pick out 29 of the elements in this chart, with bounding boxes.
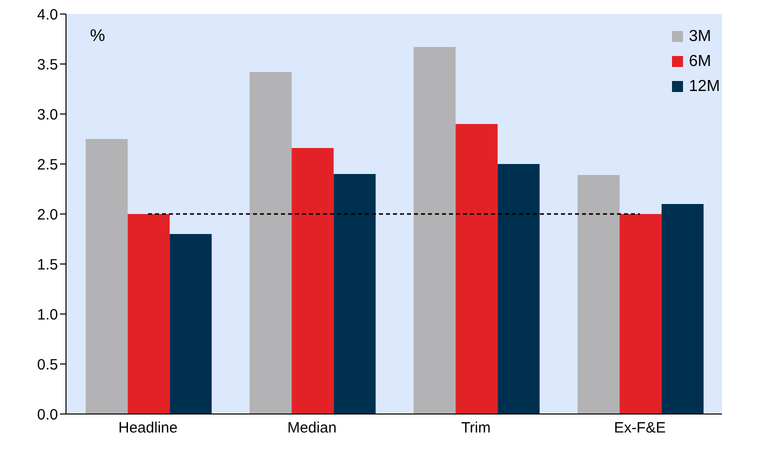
bar — [620, 214, 662, 414]
x-tick-label: Ex-F&E — [614, 420, 666, 437]
y-tick-label: 2.0 — [37, 206, 58, 224]
bar — [250, 72, 292, 414]
legend-label: 6M — [688, 52, 712, 72]
bar — [414, 47, 456, 414]
y-tick-label: 3.5 — [37, 56, 58, 74]
bar — [578, 175, 620, 414]
y-tick-label: 0.5 — [37, 356, 58, 374]
annotation: % — [90, 26, 106, 46]
x-tick-label: Median — [287, 420, 337, 437]
bar — [456, 124, 498, 414]
y-tick-label: 0.0 — [37, 406, 58, 424]
y-tick-label: 1.0 — [37, 306, 58, 324]
bar — [170, 234, 212, 414]
x-tick-label: Headline — [118, 420, 178, 437]
y-tick-label: 2.5 — [37, 156, 58, 174]
y-tick-label: 1.5 — [37, 256, 58, 274]
y-tick-label: 4.0 — [37, 6, 58, 24]
bar — [498, 164, 540, 414]
bar — [128, 214, 170, 414]
y-tick-label: 3.0 — [37, 106, 58, 124]
bar — [334, 174, 376, 414]
x-tick-label: Trim — [461, 420, 491, 437]
bar — [292, 148, 334, 414]
bar — [662, 204, 704, 414]
legend-label: 12M — [688, 77, 720, 97]
bar — [86, 139, 128, 414]
legend-label: 3M — [688, 27, 712, 47]
